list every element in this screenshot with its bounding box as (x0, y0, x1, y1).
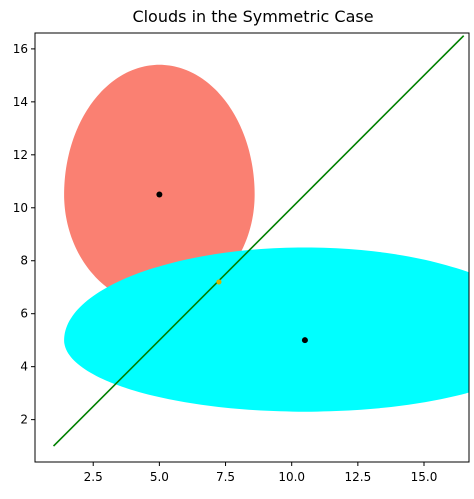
y-tick-label: 8 (20, 254, 28, 268)
y-tick-label: 16 (13, 42, 28, 56)
x-tick-label: 5.0 (150, 470, 169, 484)
y-tick-label: 12 (13, 148, 28, 162)
x-tick-label: 2.5 (84, 470, 103, 484)
boundary-line (52, 35, 465, 447)
plot-frame (34, 32, 470, 463)
x-tick-label: 15.0 (411, 470, 438, 484)
x-axis: 2.5 5.0 7.5 10.0 12.5 15.0 (84, 462, 438, 484)
plot-area (52, 35, 469, 447)
y-tick-label: 2 (20, 413, 28, 427)
x-tick-label: 12.5 (344, 470, 371, 484)
y-tick-label: 14 (13, 95, 28, 109)
y-tick-label: 4 (20, 360, 28, 374)
chart-title: Clouds in the Symmetric Case (132, 7, 373, 26)
y-tick-label: 10 (13, 201, 28, 215)
cloud-1 (64, 64, 255, 306)
cloud-2 (64, 247, 469, 412)
y-tick-label: 6 (20, 307, 28, 321)
x-tick-label: 7.5 (216, 470, 235, 484)
x-tick-label: 10.0 (278, 470, 305, 484)
center-point-2 (301, 337, 308, 344)
y-axis: 2 4 6 8 10 12 14 16 (13, 42, 35, 427)
center-point-1 (156, 191, 163, 198)
tangent-point (216, 279, 222, 285)
